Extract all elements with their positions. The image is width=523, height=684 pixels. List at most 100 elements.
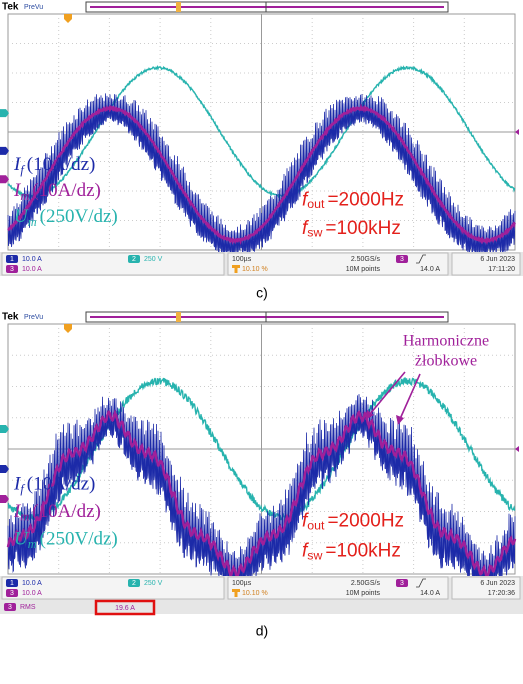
arrow-head — [365, 410, 374, 420]
brand: Tek — [2, 2, 19, 13]
channel-chip — [4, 603, 16, 611]
status-text: 10.10 % — [242, 266, 268, 273]
status-text: 17:20:36 — [488, 590, 515, 597]
channel-number: 2 — [132, 580, 136, 587]
channel-number: 3 — [400, 256, 404, 263]
legend-entry-sub: f — [20, 163, 25, 177]
waveform — [7, 93, 516, 256]
slope-icon — [416, 578, 426, 588]
legend-entry: Um (250V/dz) — [14, 206, 118, 228]
legend-entry-text: (250V/dz) — [40, 529, 118, 550]
channel-marker — [0, 425, 9, 433]
legend-entry-symbol: U — [14, 206, 29, 227]
highlight-box — [94, 599, 156, 616]
legend-entry-symbol: U — [14, 529, 29, 550]
level-marker — [515, 446, 519, 452]
status-text: 6 Jun 2023 — [480, 256, 515, 263]
legend-entry: Um (250V/dz) — [14, 529, 118, 551]
waveform — [6, 408, 517, 579]
annotation-text: =2000Hz — [327, 511, 404, 532]
legend-entry-text: (250V/dz) — [40, 206, 118, 227]
channel-number: 3 — [10, 590, 14, 597]
trigger-marker — [64, 324, 72, 333]
status-text: 2.50GS/s — [351, 580, 381, 587]
legend-entry: If (10A/dz) — [13, 155, 95, 177]
channel-number: 1 — [10, 256, 14, 263]
legend-entry-symbol: I — [13, 181, 22, 202]
legend-entry-sub: m — [28, 537, 37, 551]
waveform — [7, 103, 516, 246]
mode: PreVu — [24, 4, 43, 11]
legend-entry-sub: m — [28, 215, 37, 229]
callout-arrow — [369, 371, 406, 415]
annotation-symbol: f — [302, 541, 309, 562]
annotation: fout =2000Hz — [302, 189, 404, 211]
status-text: 10.0 A — [22, 580, 42, 587]
status-text: 10.0 A — [22, 266, 42, 273]
annotation-symbol: f — [302, 511, 309, 532]
channel-chip — [128, 255, 140, 263]
annotation-symbol: f — [302, 189, 309, 210]
status-box — [451, 252, 521, 276]
channel-chip — [6, 589, 18, 597]
mode: PreVu — [24, 314, 43, 321]
channel-marker — [0, 146, 9, 155]
status-text: 10M points — [346, 266, 381, 273]
level-marker — [515, 129, 519, 135]
legend-entry-sub: m — [20, 509, 29, 523]
measurement-bar — [0, 600, 523, 614]
annotation-sub: out — [307, 519, 325, 533]
annotation-sub: sw — [307, 226, 322, 240]
annotation-text: =2000Hz — [327, 189, 404, 210]
status-text: 100µs — [232, 256, 252, 263]
status-text: 10.0 A — [22, 256, 42, 263]
channel-chip — [396, 579, 408, 587]
status-text: 10M points — [346, 590, 381, 597]
view-window — [176, 2, 181, 12]
callout-text: żłobkowe — [415, 353, 477, 370]
legend-entry-sub: m — [20, 189, 29, 203]
channel-marker — [0, 175, 9, 184]
waveform — [7, 65, 516, 200]
channel-chip — [6, 579, 18, 587]
status-text: 100µs — [232, 580, 252, 587]
legend-entry-symbol: I — [13, 155, 22, 176]
annotation-text: =100kHz — [325, 218, 401, 239]
legend-entry-symbol: I — [13, 501, 22, 522]
measurement-label: RMS — [20, 604, 36, 611]
status-box — [227, 576, 449, 600]
status-text: 2.50GS/s — [351, 256, 381, 263]
annotation: fsw =100kHz — [302, 218, 401, 240]
measurement-value: 19.6 A — [115, 605, 135, 612]
channel-chip — [396, 255, 408, 263]
channel-chip — [6, 265, 18, 273]
legend-entry-symbol: I — [13, 474, 22, 495]
trigger-icon — [232, 589, 240, 597]
arrow-head — [396, 415, 404, 425]
status-box — [1, 252, 225, 276]
caption: d) — [256, 623, 268, 639]
brand: Tek — [2, 312, 19, 323]
trigger-icon — [232, 265, 240, 273]
slope-icon — [416, 254, 426, 264]
channel-marker — [0, 495, 9, 503]
legend-entry-text: (10A/dz) — [32, 181, 101, 202]
channel-number: 1 — [10, 580, 14, 587]
caption: c) — [256, 285, 268, 301]
status-text: 17:11:20 — [488, 266, 515, 273]
annotation: fsw =100kHz — [302, 541, 401, 563]
status-text: 250 V — [144, 580, 163, 587]
status-box — [1, 576, 225, 600]
annotation-text: =100kHz — [325, 541, 401, 562]
channel-number: 3 — [400, 580, 404, 587]
channel-chip — [6, 255, 18, 263]
channel-marker — [0, 109, 9, 118]
callout-text: Harmoniczne — [403, 333, 489, 350]
channel-number: 3 — [10, 266, 14, 273]
annotation-sub: sw — [307, 549, 322, 563]
legend-entry-text: (10A/dz) — [27, 155, 96, 176]
status-text: 14.0 A — [420, 590, 440, 597]
